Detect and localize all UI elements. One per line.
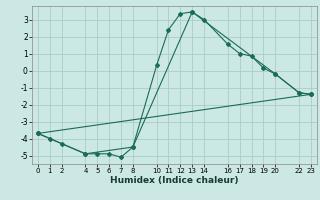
X-axis label: Humidex (Indice chaleur): Humidex (Indice chaleur) (110, 176, 239, 185)
